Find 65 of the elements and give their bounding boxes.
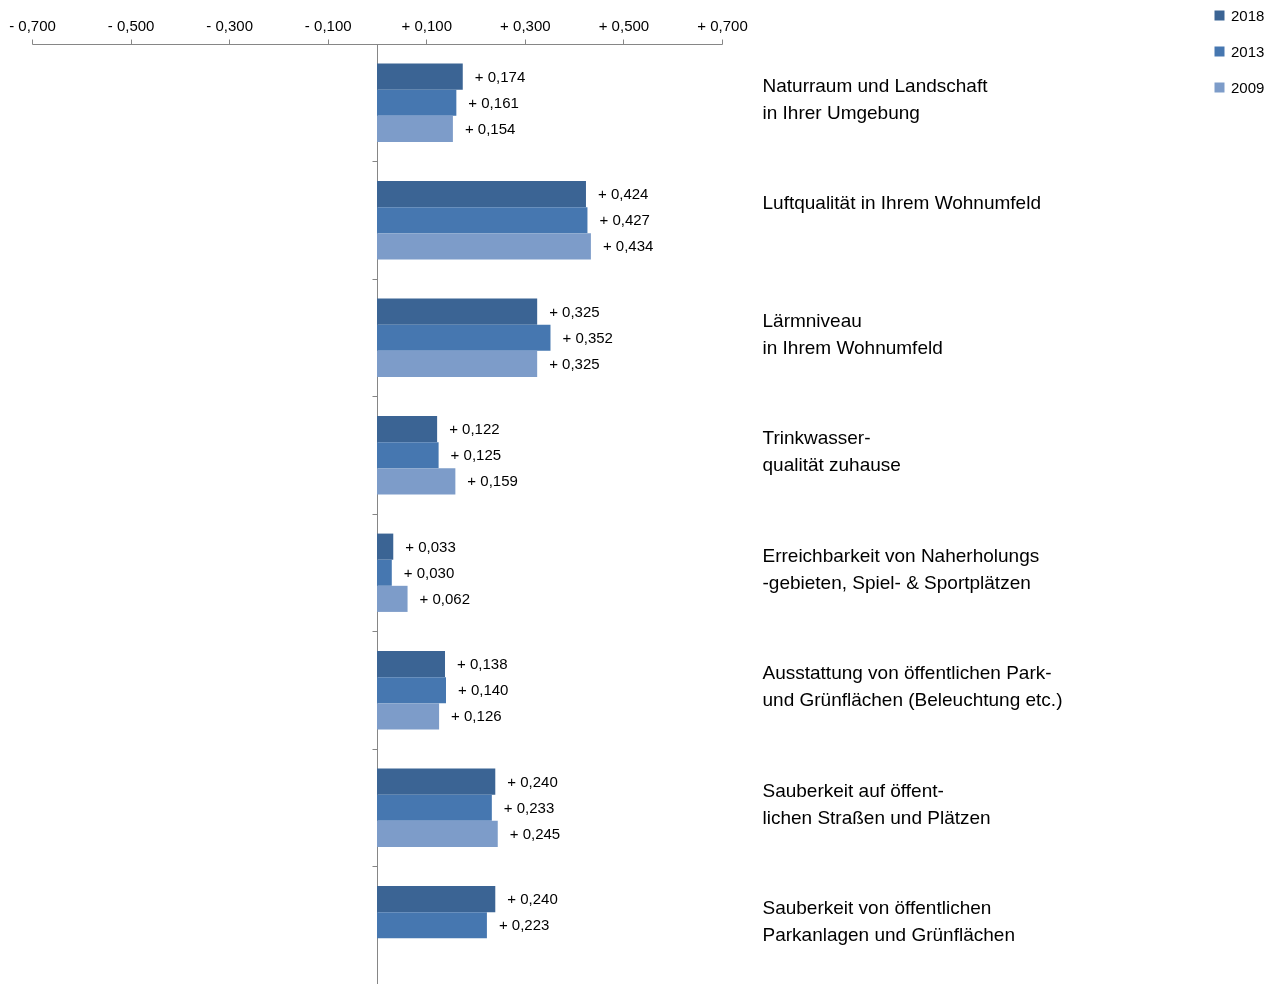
y-tick-label: Erreichbarkeit von Naherholungs -gebieten, Spiel- & Sportplätzen: [762, 544, 1040, 593]
bar: [377, 181, 586, 208]
y-tick-label: Lärmniveau in Ihrem Wohnumfeld: [762, 309, 943, 358]
y-tick-label: Sauberkeit von öffentlichen Parkanlagen und Grünflächen: [762, 897, 1015, 946]
y-tick-label: Ausstattung von öffentlichen Park- und Grünflächen (Beleuchtung etc.): [762, 662, 1063, 711]
bar: [377, 820, 498, 847]
data-label: + 0,138: [457, 655, 508, 673]
bar: [377, 703, 440, 730]
x-tick-label: - 0,500: [107, 16, 155, 34]
y-tick-label: Sauberkeit auf öffent- lichen Straßen und Plätzen: [762, 779, 991, 828]
bar: [377, 442, 439, 469]
bar: [377, 559, 392, 586]
data-label: + 0,352: [562, 328, 613, 346]
bar: [377, 324, 551, 351]
y-tick-label: Trinkwasser- qualität zuhause: [762, 427, 901, 476]
bar: [377, 912, 487, 939]
x-tick-label: + 0,100: [401, 16, 453, 34]
data-label: + 0,240: [507, 890, 558, 908]
y-tick-label: Luftqualität in Ihrem Wohnumfeld: [762, 192, 1041, 214]
bar: [377, 207, 588, 234]
x-tick-label: + 0,300: [500, 16, 551, 34]
x-tick-label: + 0,700: [697, 16, 748, 34]
bar: [377, 651, 446, 678]
data-label: + 0,240: [507, 772, 558, 790]
legend-label: 2009: [1231, 78, 1264, 96]
data-label: + 0,030: [403, 563, 455, 581]
data-label: + 0,427: [599, 211, 650, 229]
bar: [377, 350, 538, 377]
legend-label: 2013: [1231, 42, 1264, 60]
data-label: + 0,325: [549, 302, 600, 320]
data-label: + 0,233: [503, 798, 555, 816]
x-tick-label: + 0,500: [598, 16, 650, 34]
bar: [377, 115, 453, 142]
bar: [377, 89, 457, 116]
data-label: + 0,223: [498, 916, 550, 934]
bar: [377, 63, 463, 90]
x-tick-label: - 0,700: [9, 16, 56, 34]
data-label: + 0,126: [451, 707, 502, 725]
bar: [377, 533, 394, 560]
data-label: + 0,424: [597, 185, 649, 203]
y-tick-label: Naturraum und Landschaft in Ihrer Umgebung: [762, 74, 989, 123]
legend-label: 2018: [1231, 6, 1264, 24]
data-label: + 0,325: [549, 354, 600, 372]
x-tick-label: - 0,100: [304, 16, 352, 34]
data-label: + 0,033: [405, 537, 456, 555]
bar: [377, 794, 492, 821]
data-label: + 0,245: [509, 824, 561, 842]
data-label: + 0,161: [468, 93, 519, 111]
bar: [377, 298, 538, 325]
data-label: + 0,154: [464, 119, 516, 137]
data-label: + 0,125: [450, 446, 502, 464]
bar: [377, 886, 496, 913]
bar: [377, 233, 591, 260]
data-label: + 0,062: [419, 589, 471, 607]
data-label: + 0,122: [449, 420, 500, 438]
x-tick-label: - 0,300: [206, 16, 253, 34]
bar: [377, 468, 456, 495]
bar: [377, 677, 446, 704]
bar: [377, 768, 496, 795]
bar: [377, 416, 438, 443]
bar: [377, 585, 408, 612]
data-label: + 0,140: [458, 681, 509, 699]
data-label: + 0,174: [474, 67, 526, 85]
data-label: + 0,434: [602, 237, 654, 255]
data-label: + 0,159: [467, 472, 518, 490]
